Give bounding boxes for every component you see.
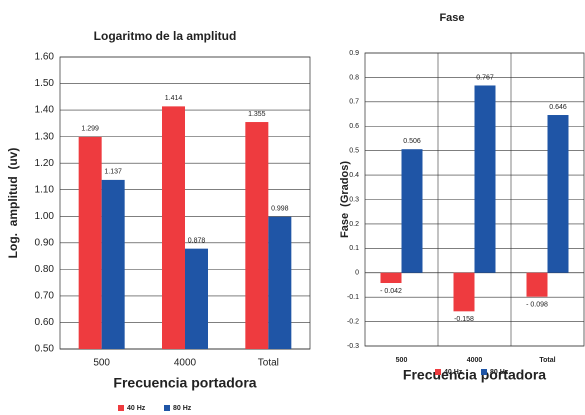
y-tick-label: -0.3 <box>347 343 359 350</box>
legend-label: 80 Hz <box>490 369 509 376</box>
y-tick-label: 0 <box>355 270 359 277</box>
y-tick-label: 0.3 <box>349 196 359 203</box>
x-tick-label: Total <box>539 357 555 364</box>
y-axis-label: Fase (Grados) <box>339 161 351 238</box>
value-label: 0.767 <box>476 74 494 81</box>
bar <box>401 149 423 273</box>
legend-swatch <box>481 369 487 375</box>
bar <box>547 115 569 273</box>
x-tick-label: 4000 <box>174 358 197 369</box>
value-label: 0.878 <box>188 238 206 245</box>
value-label: -0.158 <box>454 316 474 323</box>
y-tick-label: 1.50 <box>35 78 55 89</box>
legend-swatch <box>118 405 124 411</box>
value-label: 1.414 <box>165 95 183 102</box>
value-label: 1.299 <box>81 126 99 133</box>
bar <box>268 216 292 349</box>
y-tick-label: -0.1 <box>347 294 359 301</box>
bar <box>245 122 269 349</box>
y-tick-label: 0.80 <box>35 264 55 275</box>
value-label: 0.998 <box>271 206 289 213</box>
legend-swatch <box>435 369 441 375</box>
y-tick-label: 0.8 <box>349 74 359 81</box>
legend-label: 80 Hz <box>173 405 192 412</box>
x-tick-label: Total <box>258 358 279 369</box>
y-tick-label: 0.90 <box>35 237 55 248</box>
y-tick-label: -0.2 <box>347 318 359 325</box>
x-tick-label: 500 <box>396 357 408 364</box>
value-label: 1.355 <box>248 111 266 118</box>
x-axis-label: Frecuencia portadora <box>113 375 256 391</box>
y-tick-label: 0.5 <box>349 148 359 155</box>
y-tick-label: 0.60 <box>35 317 55 328</box>
bar <box>185 248 208 349</box>
value-label: - 0.042 <box>380 288 402 295</box>
y-tick-label: 0.2 <box>349 221 359 228</box>
value-label: 0.506 <box>403 138 421 145</box>
chart-title: Logaritmo de la amplitud <box>94 29 237 43</box>
legend-label: 40 Hz <box>127 405 146 412</box>
bar <box>101 179 125 349</box>
bar <box>474 85 496 273</box>
y-tick-label: 1.40 <box>35 105 55 116</box>
value-label: 0.646 <box>549 104 567 111</box>
y-tick-label: 1.60 <box>35 52 55 63</box>
y-tick-label: 1.10 <box>35 184 55 195</box>
legend-label: 40 Hz <box>444 369 463 376</box>
y-tick-label: 1.20 <box>35 158 55 169</box>
bar <box>162 106 185 349</box>
legend-swatch <box>164 405 170 411</box>
y-axis-label: Log. amplitud (uv) <box>6 148 20 259</box>
y-tick-label: 0.9 <box>349 50 359 57</box>
y-tick-label: 0.50 <box>35 344 55 355</box>
y-tick-label: 0.70 <box>35 291 55 302</box>
bar <box>526 272 548 297</box>
y-tick-label: 0.7 <box>349 99 359 106</box>
y-tick-label: 0.4 <box>349 172 359 179</box>
chart-title: Fase <box>439 12 464 24</box>
x-axis-label: Frecuencia portadora <box>403 367 546 383</box>
x-tick-label: 4000 <box>467 357 483 364</box>
x-tick-label: 500 <box>93 358 110 369</box>
y-tick-label: 1.00 <box>35 211 55 222</box>
y-tick-label: 1.30 <box>35 131 55 142</box>
bar <box>78 136 102 349</box>
y-tick-label: 0.1 <box>349 245 359 252</box>
y-tick-label: 0.6 <box>349 123 359 130</box>
bar <box>380 272 402 284</box>
bar <box>453 272 475 312</box>
value-label: - 0.098 <box>526 302 548 309</box>
value-label: 1.137 <box>104 169 122 176</box>
